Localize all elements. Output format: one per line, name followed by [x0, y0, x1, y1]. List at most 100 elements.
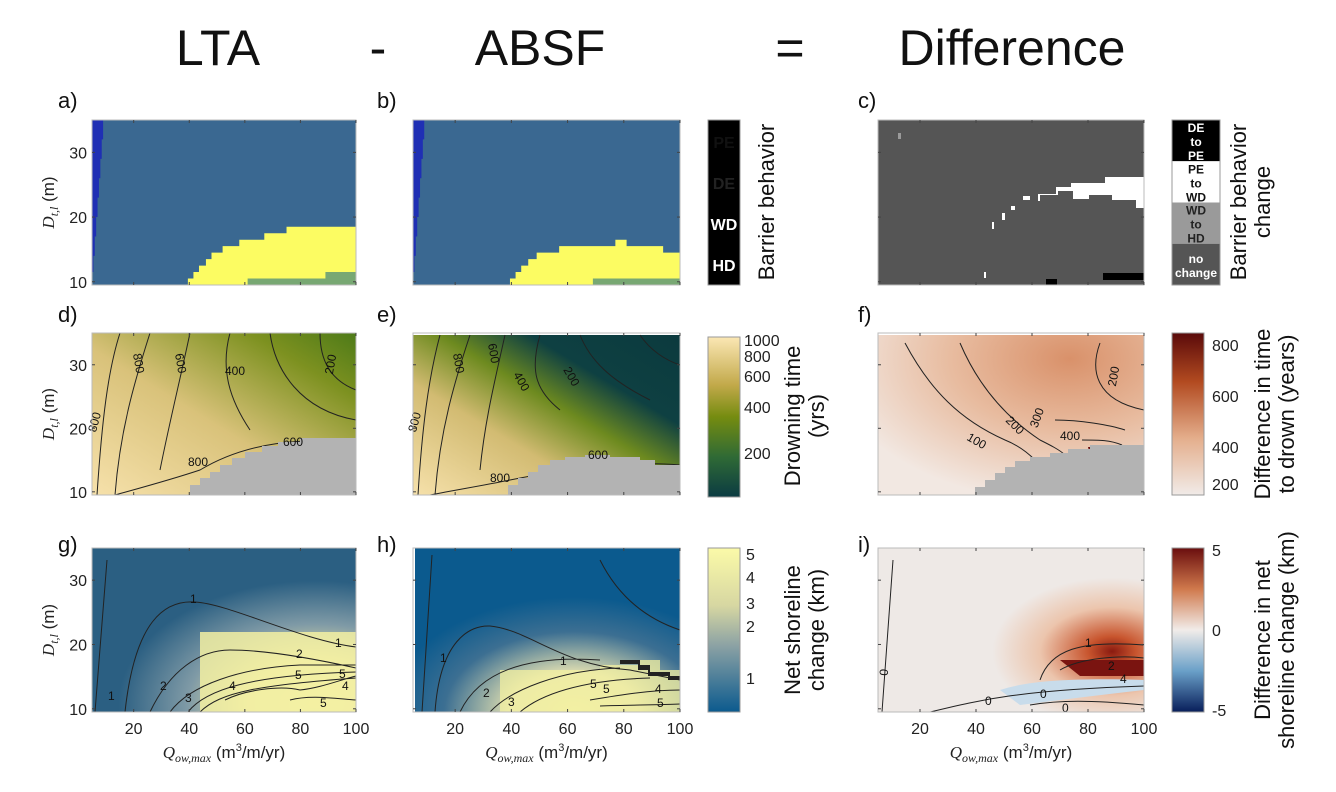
y-tick-label: 20 [69, 421, 87, 438]
panel-label-e: e) [377, 302, 397, 327]
y-tick-label: 10 [69, 702, 87, 719]
contour-label: 0 [1062, 701, 1069, 715]
panel-label-f: f) [858, 302, 871, 327]
y-axis-label: Dt,l (m) [39, 388, 61, 441]
contour-label: 600 [485, 342, 502, 364]
contour-label: 0 [1040, 687, 1047, 701]
contour-label: 2 [483, 686, 490, 700]
y-tick-label: 10 [69, 485, 87, 502]
x-axis-label: Qow,max (m3/m/yr) [485, 742, 608, 765]
y-tick-label: 10 [69, 275, 87, 292]
colorbar-label-de: DE [713, 176, 736, 193]
colorbar-tick: 600 [744, 369, 771, 386]
colorbar-title: Barrier behavior [754, 124, 779, 281]
drowned-mask-d [190, 438, 356, 495]
colorbar-tick: 200 [744, 446, 771, 463]
colorbar-swatch-pe [708, 120, 740, 161]
x-tick-label: 100 [343, 721, 370, 738]
x-axis-label: Qow,max (m3/m/yr) [950, 742, 1073, 765]
colorbar-tick: 400 [744, 400, 771, 417]
panel-label-g: g) [58, 532, 78, 557]
contour-label: 1 [335, 636, 342, 650]
colorbar-tick: -5 [1212, 703, 1226, 720]
colorbar-title-line2: to drown (years) [1274, 335, 1299, 494]
colorbar-title-line1: Barrier behavior [1226, 124, 1251, 281]
drowned-mask-e [508, 455, 680, 495]
x-label-unit: (m [534, 743, 559, 762]
colorbar-label-pe: PE [713, 135, 735, 152]
panel-label-h: h) [377, 532, 397, 557]
contour-label: 1 [560, 654, 567, 668]
x-label-superscript: 3 [558, 742, 564, 754]
y-axis-label: Dt,l (m) [39, 176, 61, 229]
contour-label: 300 [1027, 406, 1047, 430]
drowned-mask-f [975, 445, 1144, 495]
hd-region [92, 120, 104, 276]
x-label-unit: /m/yr) [564, 743, 607, 762]
colorbar-label: no [1189, 252, 1204, 266]
colorbar-tick: 200 [1212, 477, 1239, 494]
contour-label: 5 [657, 696, 664, 710]
colorbar-label: to [1190, 176, 1201, 190]
colorbar-drowning-difference: 800 600 400 200 Difference in time to dr… [1171, 329, 1299, 499]
y-label-unit: (m) [39, 604, 58, 634]
contour-label: 2 [296, 647, 303, 661]
colorbar-tick: 600 [1212, 389, 1239, 406]
pe-region [509, 239, 680, 285]
contour-label: 800 [85, 410, 104, 433]
contour-label: 0 [985, 694, 992, 708]
panel-f-drowning-time-difference: 100 200 300 400 200 [878, 335, 1145, 495]
contour-label: 1 [108, 689, 115, 703]
colorbar-label: WD [1186, 190, 1206, 204]
plot-frame [412, 332, 681, 496]
x-tick-label: 60 [1023, 721, 1041, 738]
contour-label: 2 [1108, 659, 1115, 673]
colorbar-label: DE [1188, 121, 1205, 135]
colorbar-swatch [1172, 161, 1220, 203]
panel-h-net-shoreline-change: 1 1 2 3 5 5 4 5 [415, 548, 681, 713]
x-axis-label: Qow,max (m3/m/yr) [163, 742, 286, 765]
y-label-symbol: D [39, 216, 58, 230]
y-tick-label: 30 [69, 358, 87, 375]
x-tick-label: 40 [967, 721, 985, 738]
colorbar-tick: 5 [1212, 543, 1221, 560]
y-tick-label: 20 [69, 637, 87, 654]
plot-frame [877, 547, 1145, 713]
x-tick-label: 40 [502, 721, 520, 738]
contour-label: 800 [188, 455, 208, 469]
contour-label: 4 [229, 679, 236, 693]
colorbar-label: to [1190, 135, 1201, 149]
colorbar-swatch [1172, 120, 1220, 162]
max-difference-region-i [1060, 660, 1144, 676]
colorbar-tick: 3 [746, 596, 755, 613]
y-label-subscript: t,l [47, 633, 61, 643]
contour-label: 800 [450, 352, 467, 374]
plot-frame [412, 119, 681, 286]
colorbar-label: HD [1187, 232, 1205, 246]
y-label-symbol: D [39, 427, 58, 441]
y-axis-label: Dt,l (m) [39, 604, 61, 657]
contour-label: 5 [603, 682, 610, 696]
contour-label: 4 [1120, 672, 1127, 686]
colorbar-swatch [1172, 202, 1220, 244]
pe-to-wd-region [984, 177, 1144, 278]
title-absf: ABSF [475, 20, 606, 76]
x-label-superscript: 3 [236, 742, 242, 754]
contour-label: 4 [342, 679, 349, 693]
colorbar-net-shoreline-change: 5 4 3 2 1 Net shoreline change (km) [707, 547, 829, 713]
colorbar-title-line2: change [1250, 166, 1275, 238]
panel-label-c: c) [858, 88, 876, 113]
high-change-region-h [500, 660, 680, 712]
panel-d-drowning-time: 800 800 600 400 200 600 800 [85, 332, 357, 496]
y-label-unit: (m) [39, 176, 58, 206]
colorbar-swatch-wd [708, 202, 740, 243]
colorbar-label: PE [1188, 149, 1204, 163]
plot-frame [91, 547, 357, 713]
colorbar-swatch [1172, 243, 1220, 285]
panel-label-a: a) [58, 88, 78, 113]
x-label-subscript: ow,max [962, 751, 999, 765]
y-tick-label: 20 [69, 210, 87, 227]
x-label-unit: (m [998, 743, 1023, 762]
colorbar-frame [1171, 119, 1221, 286]
contour-label: 5 [320, 696, 327, 710]
